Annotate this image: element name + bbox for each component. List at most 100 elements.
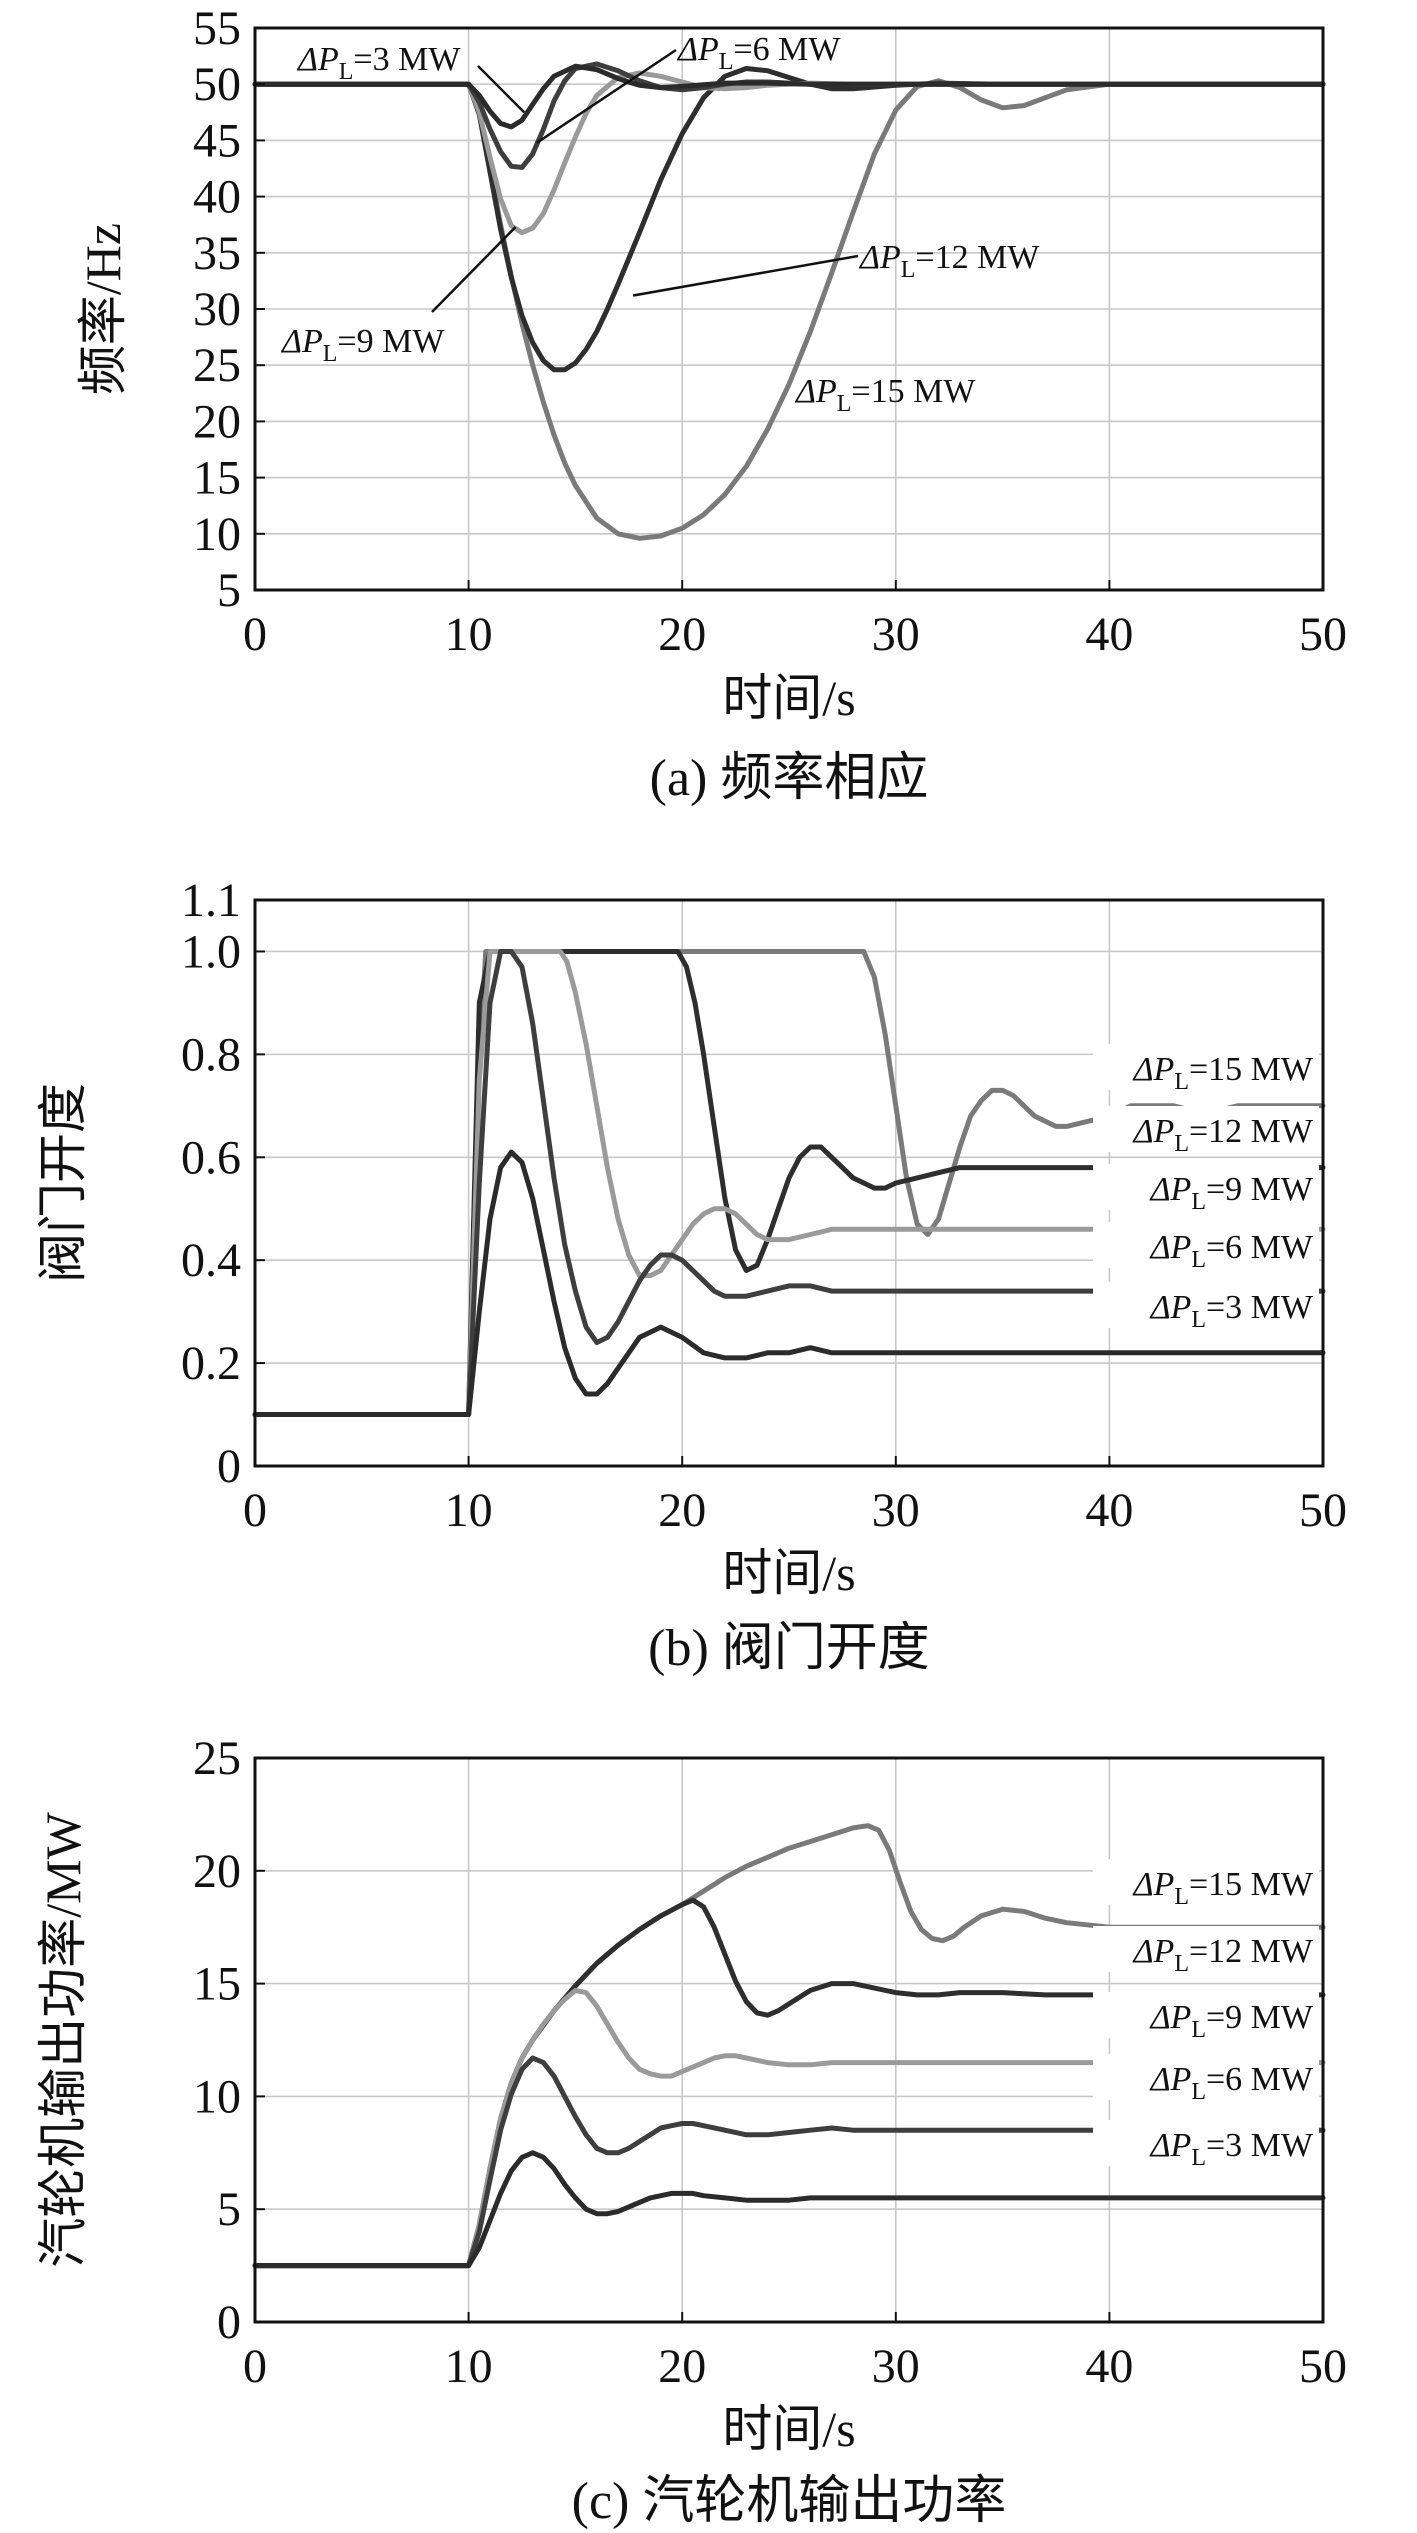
series-label-bg xyxy=(1093,1164,1319,1210)
y-tick-label: 25 xyxy=(193,1732,241,1785)
x-tick-label: 50 xyxy=(1299,608,1347,661)
series-annotation: ΔPL=12 MW xyxy=(858,239,1040,283)
series-line-3 xyxy=(252,70,1326,236)
label-subscript: L xyxy=(323,341,338,367)
y-tick-label: 55 xyxy=(193,2,241,55)
label-delta-p: ΔP xyxy=(1132,1051,1175,1088)
series-label: ΔPL=15 MW xyxy=(1132,1866,1314,1910)
label-value: =9 MW xyxy=(337,323,445,360)
label-subscript: L xyxy=(837,391,852,417)
y-tick-label: 1.0 xyxy=(181,925,241,978)
x-tick-label: 30 xyxy=(872,1484,920,1537)
series-label: ΔPL=9 MW xyxy=(1149,1999,1314,2043)
y-tick-label: 50 xyxy=(193,58,241,111)
label-delta-p: ΔP xyxy=(296,41,339,78)
x-axis-label: 时间/s xyxy=(722,2401,855,2457)
x-tick-label: 20 xyxy=(658,608,706,661)
series-line-3 xyxy=(252,1987,1326,2269)
label-delta-p: ΔP xyxy=(1149,1171,1192,1208)
x-tick-label: 40 xyxy=(1085,2340,1133,2393)
series-line-3 xyxy=(252,949,1326,1417)
annotation-leader-line xyxy=(477,65,526,114)
label-value: =12 MW xyxy=(915,239,1040,276)
y-tick-label: 10 xyxy=(193,508,241,561)
y-tick-label: 20 xyxy=(193,1845,241,1898)
chart-caption: (c) 汽轮机输出功率 xyxy=(572,2473,1007,2530)
annotation-leader-line xyxy=(536,48,677,144)
y-tick-label: 45 xyxy=(193,114,241,167)
series-label: ΔPL=3 MW xyxy=(1149,2127,1314,2171)
x-axis-label: 时间/s xyxy=(722,1545,855,1601)
label-subscript: L xyxy=(1191,1189,1206,1215)
label-value: =12 MW xyxy=(1189,1113,1314,1150)
label-subscript: L xyxy=(339,59,354,85)
y-tick-label: 15 xyxy=(193,1958,241,2011)
series-line-2 xyxy=(252,949,1326,1417)
series-label-bg xyxy=(1093,1222,1319,1268)
label-value: =15 MW xyxy=(851,373,976,410)
series-label-bg xyxy=(1093,1859,1319,1905)
label-delta-p: ΔP xyxy=(858,239,901,276)
series-line-5 xyxy=(252,949,1326,1417)
chart-caption: (b) 阀门开度 xyxy=(648,1620,930,1677)
label-subscript: L xyxy=(719,49,734,75)
y-tick-label: 30 xyxy=(193,283,241,336)
x-tick-label: 20 xyxy=(658,2340,706,2393)
plot-frame xyxy=(253,1756,1325,2324)
label-value: =15 MW xyxy=(1189,1866,1314,1903)
label-value: =3 MW xyxy=(1206,1289,1314,1326)
label-subscript: L xyxy=(1174,1884,1189,1910)
label-value: =12 MW xyxy=(1189,1933,1314,1970)
x-tick-label: 10 xyxy=(445,608,493,661)
x-tick-label: 10 xyxy=(445,1484,493,1537)
y-axis-label: 频率/Hz xyxy=(75,223,131,395)
series-label: ΔPL=9 MW xyxy=(1149,1171,1314,1215)
label-subscript: L xyxy=(1174,1951,1189,1977)
label-delta-p: ΔP xyxy=(1149,1229,1192,1266)
y-tick-label: 0.8 xyxy=(181,1028,241,1081)
x-tick-label: 10 xyxy=(445,2340,493,2393)
y-tick-label: 40 xyxy=(193,171,241,224)
label-value: =6 MW xyxy=(733,31,841,68)
label-delta-p: ΔP xyxy=(1149,1999,1192,2036)
label-value: =9 MW xyxy=(1206,1171,1314,1208)
chart-caption: (a) 频率相应 xyxy=(650,750,929,807)
series-label-bg xyxy=(1093,1282,1319,1328)
y-axis-label: 阀门开度 xyxy=(35,1083,91,1283)
x-tick-label: 50 xyxy=(1299,1484,1347,1537)
y-tick-label: 0 xyxy=(217,2296,241,2349)
annotation-leader-line xyxy=(632,254,859,297)
label-delta-p: ΔP xyxy=(1132,1933,1175,1970)
x-tick-label: 50 xyxy=(1299,2340,1347,2393)
label-subscript: L xyxy=(1191,2017,1206,2043)
x-tick-label: 0 xyxy=(243,2340,267,2393)
series-label: ΔPL=3 MW xyxy=(1149,1289,1314,1333)
x-tick-label: 0 xyxy=(243,608,267,661)
series-label: ΔPL=15 MW xyxy=(1132,1051,1314,1095)
x-tick-label: 40 xyxy=(1085,608,1133,661)
series-label-bg xyxy=(1093,1044,1319,1090)
y-tick-label: 20 xyxy=(193,395,241,448)
chart-panel-1: 0 10 20 30 40 50510152025303540455055时间/s频率/H… xyxy=(75,2,1347,807)
y-tick-label: 0.6 xyxy=(181,1131,241,1184)
series-label-bg xyxy=(1093,1992,1319,2038)
y-tick-label: 0 xyxy=(217,1440,241,1493)
y-axis-label: 汽轮机输出功率/MW xyxy=(35,1811,91,2267)
annotation-leader-line xyxy=(431,226,517,313)
x-tick-label: 30 xyxy=(872,608,920,661)
label-value: =3 MW xyxy=(353,41,461,78)
label-subscript: L xyxy=(1174,1131,1189,1157)
label-delta-p: ΔP xyxy=(1149,2061,1192,2098)
y-tick-label: 25 xyxy=(193,339,241,392)
y-tick-label: 35 xyxy=(193,227,241,280)
y-tick-label: 0.4 xyxy=(181,1234,241,1287)
label-value: =6 MW xyxy=(1206,1229,1314,1266)
series-line-4 xyxy=(252,949,1326,1417)
x-tick-label: 20 xyxy=(658,1484,706,1537)
x-axis-label: 时间/s xyxy=(722,670,855,726)
chart-panel-3: 0 10 20 30 40 50 0 5 10 15 20 25 时间/s 汽轮机输出功率/MW (c) 汽… xyxy=(35,1732,1347,2530)
label-subscript: L xyxy=(1191,2145,1206,2171)
label-delta-p: ΔP xyxy=(1149,1289,1192,1326)
series-label-bg xyxy=(1093,1926,1319,1972)
